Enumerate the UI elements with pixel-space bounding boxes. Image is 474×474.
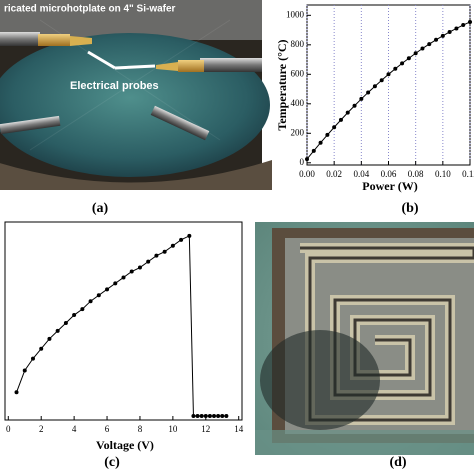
x-tick-label: 6 [105,424,110,434]
y-tick-label: 200 [291,127,305,137]
data-point [434,37,439,42]
y-tick-label: 0 [300,157,305,167]
data-point [366,90,371,95]
data-point [55,328,60,333]
data-point [379,78,384,83]
x-tick-label: 8 [138,424,143,434]
photo-a: ricated microhotplate on 4" Si-wafer Ele… [0,0,272,190]
data-point [121,275,126,280]
data-point [406,56,411,61]
data-point [332,125,337,130]
data-point [420,46,425,51]
x-axis-label: Voltage (V) [96,438,154,452]
data-point [30,356,35,361]
x-tick-label: 0 [6,424,11,434]
data-point [413,51,418,56]
data-point [14,390,19,395]
data-point [352,103,357,108]
x-tick-label: 2 [39,424,44,434]
data-point [220,414,225,419]
data-point [88,299,93,304]
data-point [427,42,432,47]
x-tick-label: 12 [201,424,210,434]
data-point [203,414,208,419]
y-tick-label: 800 [291,39,305,49]
panel-label: (b) [401,201,418,216]
data-line [306,21,471,160]
x-tick-label: 0.06 [381,169,397,179]
data-point [311,148,316,153]
data-point [400,61,405,66]
data-point [212,414,217,419]
data-point [305,157,309,162]
data-point [72,313,77,318]
data-point [146,259,151,264]
data-point [199,414,204,419]
data-point [191,414,196,419]
data-point [454,26,459,31]
data-point [63,320,68,325]
x-tick-label: 14 [234,424,244,434]
data-point [154,253,159,258]
x-axis-label: Power (W) [362,179,417,193]
x-tick-label: 0.08 [408,169,424,179]
y-tick-label: 400 [291,98,305,108]
data-point [187,233,192,238]
data-point [113,281,118,286]
panel-label: (d) [389,455,406,470]
data-point [345,110,350,115]
x-tick-label: 0.04 [353,169,369,179]
panel-label: (c) [104,455,120,470]
data-point [162,249,167,254]
x-tick-label: 0.02 [326,169,342,179]
data-point [359,96,364,101]
data-point [129,269,134,274]
data-point [39,346,44,351]
data-point [47,336,52,341]
x-tick-label: 0.00 [299,169,315,179]
data-point [96,293,101,298]
y-tick-label: 600 [291,68,305,78]
data-point [207,414,212,419]
x-tick-label: 0.12 [462,169,474,179]
x-tick-label: 0.10 [435,169,451,179]
data-point [224,414,229,419]
data-point [447,29,452,34]
y-axis-label: Temperature (°C) [275,39,289,130]
data-point [137,265,142,270]
x-tick-label: 10 [168,424,178,434]
y-tick-label: 1000 [286,9,305,19]
data-point [461,23,466,28]
data-point [386,72,391,77]
data-line [16,235,227,417]
data-point [468,19,472,24]
x-tick-label: 4 [72,424,77,434]
data-point [22,368,27,373]
data-point [318,140,323,145]
data-point [179,237,184,242]
data-point [80,307,85,312]
data-point [440,33,445,38]
photo-caption: ricated microhotplate on 4" Si-wafer [4,4,176,15]
plot-frame [4,221,243,421]
data-point [338,117,343,122]
data-point [325,132,330,137]
data-point [372,84,377,89]
data-point [170,243,175,248]
data-point [195,414,200,419]
panel-label: (a) [92,201,109,216]
data-point [393,66,398,71]
photo-d [255,222,474,455]
data-point [105,287,110,292]
probe-label: Electrical probes [70,80,159,92]
data-point [216,414,221,419]
